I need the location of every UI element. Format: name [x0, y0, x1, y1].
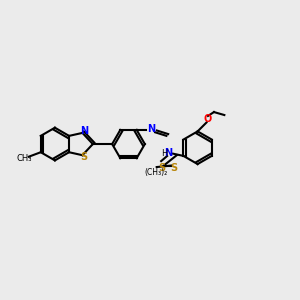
Text: N: N — [164, 148, 172, 158]
Text: S: S — [170, 163, 177, 173]
Text: O: O — [204, 114, 212, 124]
Text: CH₃: CH₃ — [16, 154, 32, 163]
Text: H: H — [161, 148, 167, 158]
Text: N: N — [148, 124, 156, 134]
Text: S: S — [158, 163, 165, 173]
Text: N: N — [80, 126, 88, 136]
Text: (CH₃)₂: (CH₃)₂ — [145, 169, 168, 178]
Text: S: S — [80, 152, 88, 162]
